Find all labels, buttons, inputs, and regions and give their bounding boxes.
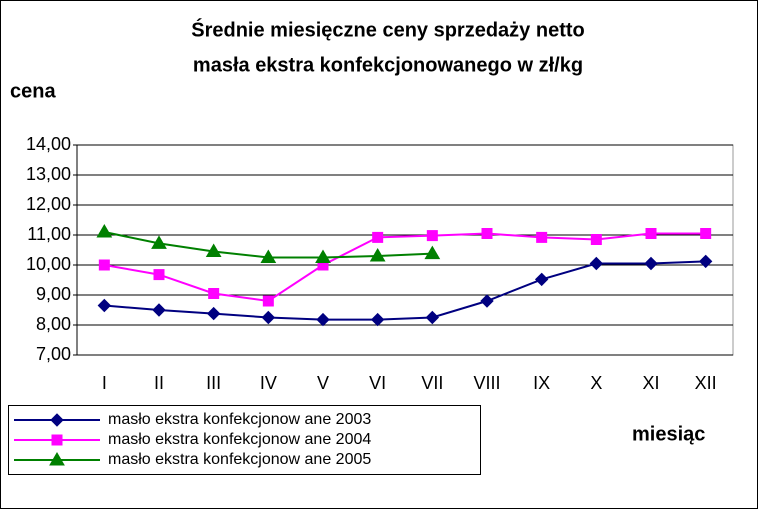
- marker: [208, 288, 220, 299]
- marker: [206, 306, 221, 321]
- chart-title: Średnie miesięczne ceny sprzedaży netto: [191, 17, 585, 41]
- marker: [369, 248, 386, 262]
- marker: [698, 254, 713, 269]
- legend-marker: [51, 434, 63, 446]
- y-tick-label: 12,00: [26, 194, 71, 214]
- marker: [481, 228, 493, 239]
- y-tick-label: 13,00: [26, 164, 71, 184]
- x-tick-label: II: [154, 373, 164, 393]
- x-tick-label: X: [590, 373, 602, 393]
- marker: [96, 224, 113, 238]
- x-tick-label: VII: [421, 373, 443, 393]
- marker: [316, 312, 330, 327]
- y-tick-label: 9,00: [36, 284, 71, 304]
- marker: [536, 231, 548, 243]
- y-tick-label: 10,00: [26, 254, 71, 274]
- marker: [426, 230, 438, 242]
- x-tick-label: VIII: [473, 373, 500, 393]
- marker: [425, 310, 440, 325]
- x-tick-label: XII: [695, 373, 717, 393]
- marker: [260, 249, 277, 263]
- marker: [589, 256, 604, 271]
- marker: [315, 249, 331, 263]
- y-tick-label: 7,00: [36, 344, 71, 364]
- legend-label: masło ekstra konfekcjonow ane 2004: [108, 431, 371, 448]
- marker: [590, 234, 602, 245]
- legend-marker: [49, 452, 65, 466]
- marker: [480, 294, 494, 308]
- marker: [645, 228, 657, 239]
- marker: [424, 245, 441, 260]
- series-line: [104, 232, 706, 303]
- marker: [261, 310, 276, 325]
- legend-label: masło ekstra konfekcjonow ane 2003: [108, 411, 371, 428]
- marker: [372, 231, 384, 243]
- series-line: [104, 260, 706, 321]
- marker: [153, 269, 165, 281]
- x-tick-label: I: [102, 373, 107, 393]
- marker: [644, 256, 658, 271]
- y-axis-label: cena: [10, 80, 56, 102]
- x-tick-label: VI: [369, 373, 386, 393]
- legend-marker: [50, 413, 64, 427]
- marker: [151, 235, 167, 249]
- y-tick-label: 11,00: [27, 224, 71, 244]
- legend-label: masło ekstra konfekcjonow ane 2005: [108, 451, 371, 468]
- marker: [152, 303, 166, 317]
- y-tick-label: 8,00: [36, 314, 71, 334]
- x-tick-label: III: [206, 373, 221, 393]
- marker: [98, 259, 110, 271]
- chart-title: masła ekstra konfekcjonowanego w zł/kg: [193, 54, 583, 76]
- x-tick-label: XI: [642, 373, 659, 393]
- marker: [97, 298, 112, 313]
- x-axis-label: miesiąc: [632, 423, 705, 445]
- x-tick-label: V: [317, 373, 329, 393]
- marker: [370, 312, 385, 327]
- x-tick-label: IV: [260, 373, 277, 393]
- marker: [534, 272, 549, 287]
- x-tick-label: IX: [533, 373, 550, 393]
- marker: [205, 243, 222, 257]
- y-tick-label: 14,00: [26, 134, 71, 154]
- marker: [700, 228, 712, 239]
- marker: [262, 295, 274, 307]
